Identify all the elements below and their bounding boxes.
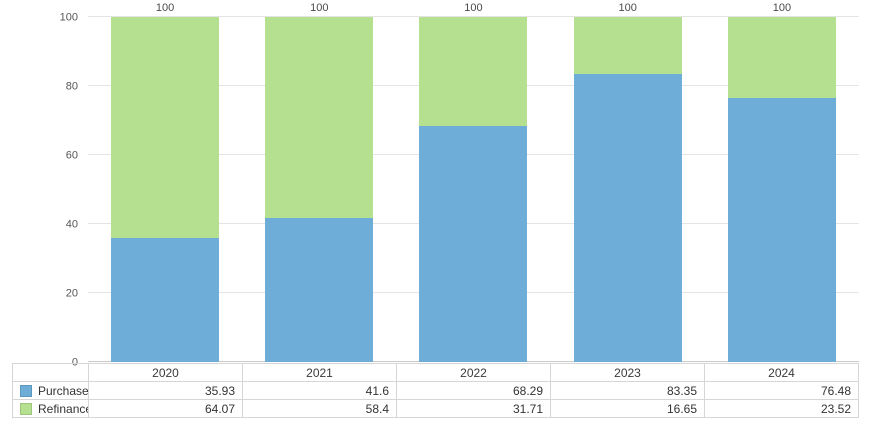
bar-total-label-2021: 100 <box>310 2 329 14</box>
bar-column-2024: 100 <box>705 3 859 362</box>
legend-label-refinance: Refinance <box>38 401 89 416</box>
bar-total-label-2022: 100 <box>464 2 483 14</box>
value-cell-purchase-2021: 41.6 <box>242 381 397 400</box>
y-axis-label-80: 80 <box>65 80 78 92</box>
bar-segment-purchase-2020[interactable] <box>111 238 220 362</box>
table-year-header-2024: 2024 <box>704 363 859 382</box>
bar-column-2021: 100 <box>242 3 396 362</box>
value-cell-purchase-2023: 83.35 <box>550 381 705 400</box>
stacked-bar-2024: 100 <box>727 3 836 362</box>
value-cell-refinance-2024: 23.52 <box>704 399 859 418</box>
value-cell-purchase-2020: 35.93 <box>88 381 243 400</box>
bar-segment-refinance-2022[interactable] <box>419 17 528 127</box>
value-cell-purchase-2022: 68.29 <box>396 381 551 400</box>
table-year-header-2020: 2020 <box>88 363 243 382</box>
table-header-row: 2020 2021 2022 2023 2024 <box>12 363 859 382</box>
stacked-bar-2022: 100 <box>419 3 528 362</box>
stacked-bar-2023: 100 <box>573 3 682 362</box>
table-year-header-2023: 2023 <box>550 363 705 382</box>
value-cell-refinance-2021: 58.4 <box>242 399 397 418</box>
table-series-row-purchase: Purchase 35.93 41.6 68.29 83.35 76.48 <box>12 381 859 400</box>
bar-segment-refinance-2024[interactable] <box>727 17 836 99</box>
legend-label-purchase: Purchase <box>38 383 89 398</box>
table-year-header-2021: 2021 <box>242 363 397 382</box>
bar-column-2022: 100 <box>396 3 550 362</box>
table-series-row-refinance: Refinance 64.07 58.4 31.71 16.65 23.52 <box>12 399 859 418</box>
y-axis-label-100: 100 <box>59 11 78 23</box>
value-cell-purchase-2024: 76.48 <box>704 381 859 400</box>
legend-item-purchase[interactable]: Purchase <box>12 381 89 400</box>
y-axis-label-20: 20 <box>65 287 78 299</box>
gridline-100 <box>88 16 859 17</box>
chart-data-table: 2020 2021 2022 2023 2024 Purchase 35.93 41.6 68.… <box>12 363 859 418</box>
value-cell-refinance-2022: 31.71 <box>396 399 551 418</box>
bar-column-2023: 100 <box>551 3 705 362</box>
plot-area: 0 20 40 60 80 100 100 100 100 100 100 <box>60 3 859 368</box>
bar-segment-refinance-2020[interactable] <box>111 17 220 239</box>
bar-column-2020: 100 <box>88 3 242 362</box>
legend-item-refinance[interactable]: Refinance <box>12 399 89 418</box>
bar-segment-purchase-2021[interactable] <box>265 218 374 362</box>
bar-total-label-2024: 100 <box>772 2 792 14</box>
bar-segment-purchase-2024[interactable] <box>727 98 836 362</box>
bar-segment-purchase-2022[interactable] <box>419 126 528 362</box>
value-cell-refinance-2020: 64.07 <box>88 399 243 418</box>
bar-segment-refinance-2023[interactable] <box>573 17 682 75</box>
stacked-bar-2021: 100 <box>265 3 374 362</box>
bar-total-label-2020: 100 <box>155 2 175 14</box>
chart-data-table-body: 2020 2021 2022 2023 2024 Purchase 35.93 41.6 68.… <box>12 363 859 418</box>
legend-swatch-purchase <box>20 384 32 397</box>
value-cell-refinance-2023: 16.65 <box>550 399 705 418</box>
table-year-header-2022: 2022 <box>396 363 551 382</box>
y-axis-label-0: 0 <box>71 356 78 368</box>
bar-segment-purchase-2023[interactable] <box>573 74 682 362</box>
stacked-bar-2020: 100 <box>111 3 220 362</box>
y-axis-label-60: 60 <box>65 149 78 161</box>
legend-swatch-refinance <box>20 402 32 415</box>
y-axis-label-40: 40 <box>65 218 78 230</box>
bar-total-label-2023: 100 <box>618 2 637 14</box>
table-corner-cell <box>12 363 89 382</box>
bar-segment-refinance-2021[interactable] <box>265 17 374 219</box>
